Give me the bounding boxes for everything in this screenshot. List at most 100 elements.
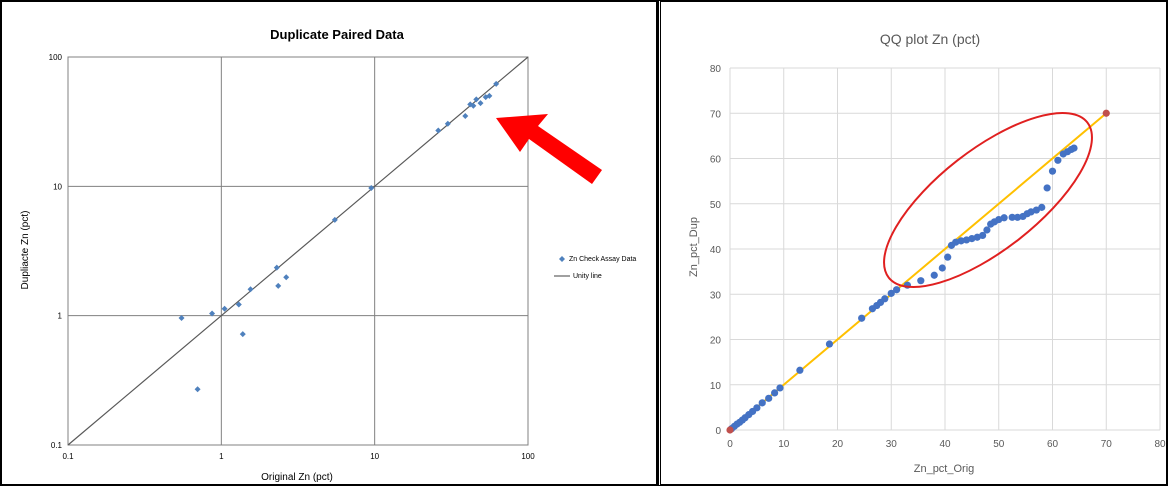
left-y-tick-label: 0.1 (51, 441, 63, 450)
right-x-tick-label: 60 (1047, 439, 1059, 450)
left-data-point (444, 120, 451, 127)
right-gridlines (729, 67, 1161, 431)
right-y-tick-label: 80 (710, 64, 722, 75)
left-data-point (283, 274, 290, 281)
left-y-tick-label: 10 (53, 182, 62, 191)
left-chart-title: Duplicate Paired Data (270, 27, 404, 42)
left-x-tick-label: 1 (219, 452, 224, 461)
right-data-point (944, 253, 952, 261)
right-reference-line (729, 112, 1107, 431)
right-data-point (1054, 156, 1062, 164)
left-data-point (221, 305, 228, 312)
right-data-point (1013, 213, 1022, 221)
right-data-point (930, 271, 938, 279)
left-data-point (273, 264, 280, 271)
right-data-point (968, 234, 976, 243)
left-x-tick-label: 100 (521, 452, 535, 461)
left-data-point (194, 386, 201, 393)
left-legend-entry-check-assay: Zn Check Assay Data (569, 256, 636, 263)
right-points (728, 144, 1078, 433)
right-data-point (1032, 206, 1040, 214)
right-data-point (776, 384, 784, 392)
right-endpoints (726, 109, 1110, 434)
duplicate-paired-chart-panel: 0.1 1 10 100 0.1 1 10 100 Duplicate Paired Dat… (0, 0, 658, 486)
right-x-tick-label: 0 (727, 439, 733, 450)
right-data-point (758, 399, 766, 407)
left-gridlines (68, 57, 528, 445)
left-data-point (435, 127, 442, 134)
right-y-tick-label: 50 (710, 200, 722, 211)
right-endpoint-marker (1102, 109, 1110, 117)
right-data-point (979, 231, 987, 240)
left-data-point (368, 185, 375, 192)
left-data-point (462, 112, 469, 119)
left-y-ticks: 0.1 1 10 100 (49, 53, 63, 450)
left-x-tick-label: 0.1 (62, 452, 74, 461)
right-data-point (1048, 167, 1057, 175)
qq-plot-chart: 0 10 20 30 40 50 60 70 80 0 10 20 30 40 50 60 70 80 QQ p… (688, 31, 1166, 475)
duplicate-paired-chart: 0.1 1 10 100 0.1 1 10 100 Duplicate Paired Dat… (20, 27, 636, 483)
right-y-tick-label: 10 (710, 381, 722, 392)
right-endpoint-marker (726, 426, 734, 434)
right-data-point (765, 394, 773, 402)
left-y-tick-label: 1 (58, 312, 63, 321)
left-data-point (470, 102, 477, 109)
right-reference-line-group (729, 112, 1107, 431)
right-data-point (887, 289, 895, 297)
left-points (178, 80, 500, 393)
left-legend-marker-diamond (559, 256, 565, 262)
qq-plot-panel: 0 10 20 30 40 50 60 70 80 0 10 20 30 40 50 60 70 80 QQ p… (658, 0, 1168, 486)
left-data-point (331, 216, 338, 223)
right-data-point (771, 389, 779, 397)
left-data-point (178, 314, 185, 321)
left-unity-line (67, 56, 529, 446)
left-unity-line-group (67, 56, 529, 446)
right-y-tick-label: 60 (710, 155, 722, 166)
right-y-tick-label: 30 (710, 290, 722, 301)
left-data-point (209, 310, 216, 317)
left-data-point (473, 96, 480, 103)
left-data-point (493, 80, 500, 87)
right-data-point (957, 237, 965, 245)
right-data-point (893, 286, 901, 294)
right-x-axis-label: Zn_pct_Orig (914, 463, 975, 475)
right-data-point (917, 277, 925, 285)
right-data-point (825, 340, 834, 348)
left-x-ticks: 0.1 1 10 100 (62, 452, 535, 461)
left-x-axis-label: Original Zn (pct) (261, 472, 333, 483)
left-legend: Zn Check Assay Data Unity line (554, 256, 636, 280)
left-legend-entry-unity: Unity line (573, 273, 602, 280)
right-data-point (796, 366, 804, 374)
right-red-ellipse-annotation (883, 111, 1093, 289)
right-x-tick-label: 40 (939, 439, 951, 450)
right-x-ticks: 0 10 20 30 40 50 60 70 80 (727, 439, 1166, 450)
right-data-point (1008, 213, 1016, 221)
left-data-point (486, 92, 493, 99)
right-x-tick-label: 50 (993, 439, 1005, 450)
right-y-ticks: 0 10 20 30 40 50 60 70 80 (710, 64, 722, 437)
left-plot-frame (67, 56, 529, 446)
right-x-tick-label: 70 (1101, 439, 1113, 450)
right-x-tick-label: 10 (778, 439, 790, 450)
left-data-point (239, 331, 246, 338)
right-data-point (983, 226, 991, 234)
left-x-tick-label: 10 (370, 452, 379, 461)
right-data-point (1000, 214, 1008, 222)
left-data-point (235, 301, 242, 308)
left-data-point (247, 286, 254, 293)
right-y-axis-label: Zn_pct_Dup (688, 217, 700, 277)
right-chart-title: QQ plot Zn (pct) (880, 31, 980, 47)
right-x-tick-label: 20 (832, 439, 844, 450)
left-y-tick-label: 100 (49, 53, 63, 62)
left-data-point (275, 282, 282, 289)
right-y-tick-label: 20 (710, 336, 722, 347)
right-data-point (858, 314, 866, 322)
right-data-point (952, 238, 960, 246)
right-data-point (881, 295, 889, 303)
right-data-point (962, 236, 971, 244)
right-x-tick-label: 30 (886, 439, 898, 450)
right-x-tick-label: 80 (1154, 439, 1166, 450)
left-y-axis-label: Dupliacte Zn (pct) (20, 211, 31, 290)
left-red-arrow-annotation (496, 114, 602, 184)
